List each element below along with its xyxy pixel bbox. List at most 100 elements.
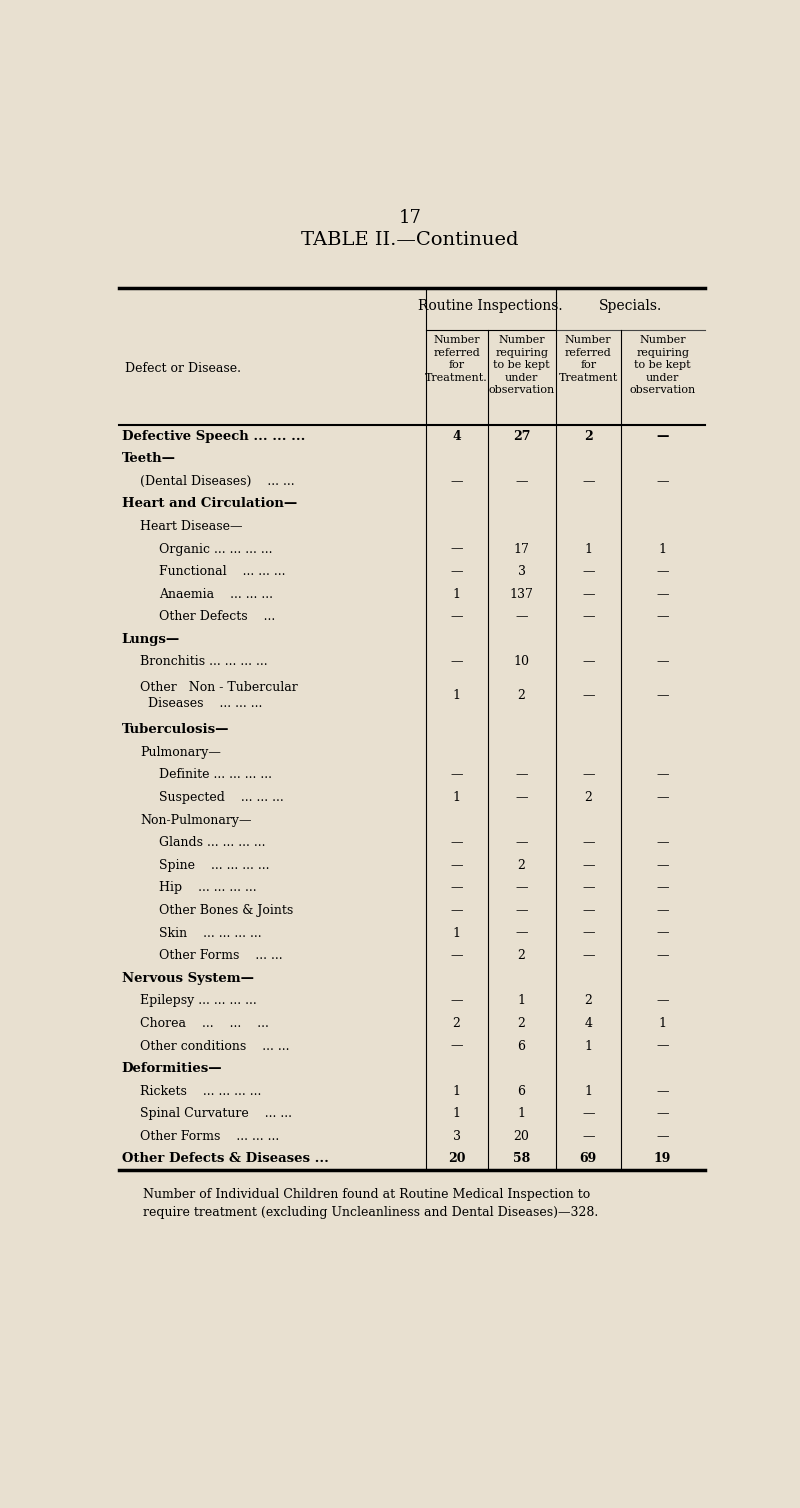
- Text: —: —: [582, 858, 594, 872]
- Text: —: —: [656, 1129, 669, 1143]
- Text: —: —: [450, 949, 462, 962]
- Text: TABLE II.—Continued: TABLE II.—Continued: [302, 231, 518, 249]
- Text: —: —: [515, 475, 528, 487]
- Text: 19: 19: [654, 1152, 671, 1166]
- Text: —: —: [450, 837, 462, 849]
- Text: 1: 1: [518, 1107, 526, 1120]
- Text: —: —: [656, 1039, 669, 1053]
- Text: Other Defects    ...: Other Defects ...: [159, 611, 275, 623]
- Text: 137: 137: [510, 588, 534, 600]
- Text: Lungs—: Lungs—: [122, 633, 180, 645]
- Text: —: —: [656, 994, 669, 1007]
- Text: Number of Individual Children found at Routine Medical Inspection to
require tre: Number of Individual Children found at R…: [143, 1188, 598, 1218]
- Text: Organic ... ... ... ...: Organic ... ... ... ...: [159, 543, 272, 555]
- Text: —: —: [450, 656, 462, 668]
- Text: —: —: [656, 1107, 669, 1120]
- Text: 1: 1: [584, 1084, 592, 1098]
- Text: —: —: [582, 881, 594, 894]
- Text: —: —: [582, 769, 594, 781]
- Text: Number
referred
for
Treatment: Number referred for Treatment: [558, 335, 618, 383]
- Text: Anaemia    ... ... ...: Anaemia ... ... ...: [159, 588, 273, 600]
- Text: 2: 2: [518, 949, 526, 962]
- Text: Hip    ... ... ... ...: Hip ... ... ... ...: [159, 881, 257, 894]
- Text: —: —: [515, 881, 528, 894]
- Text: —: —: [656, 566, 669, 578]
- Text: 6: 6: [518, 1084, 526, 1098]
- Text: —: —: [656, 588, 669, 600]
- Text: —: —: [515, 611, 528, 623]
- Text: —: —: [515, 769, 528, 781]
- Text: —: —: [582, 656, 594, 668]
- Text: 6: 6: [518, 1039, 526, 1053]
- Text: 17: 17: [514, 543, 530, 555]
- Text: 3: 3: [518, 566, 526, 578]
- Text: 2: 2: [584, 994, 592, 1007]
- Text: 2: 2: [453, 1016, 461, 1030]
- Text: 2: 2: [518, 858, 526, 872]
- Text: —: —: [657, 430, 669, 443]
- Text: 10: 10: [514, 656, 530, 668]
- Text: —: —: [450, 858, 462, 872]
- Text: —: —: [582, 588, 594, 600]
- Text: —: —: [582, 1129, 594, 1143]
- Text: 1: 1: [453, 926, 461, 939]
- Text: Number
requiring
to be kept
under
observation: Number requiring to be kept under observ…: [489, 335, 554, 395]
- Text: Bronchitis ... ... ... ...: Bronchitis ... ... ... ...: [140, 656, 268, 668]
- Text: Epilepsy ... ... ... ...: Epilepsy ... ... ... ...: [140, 994, 257, 1007]
- Text: 1: 1: [453, 1084, 461, 1098]
- Text: Non-Pulmonary—: Non-Pulmonary—: [140, 814, 252, 826]
- Text: Heart and Circulation—: Heart and Circulation—: [122, 498, 297, 510]
- Text: 4: 4: [584, 1016, 592, 1030]
- Text: Heart Disease—: Heart Disease—: [140, 520, 243, 532]
- Text: Teeth—: Teeth—: [122, 452, 176, 464]
- Text: (Dental Diseases)    ... ...: (Dental Diseases) ... ...: [140, 475, 295, 487]
- Text: —: —: [450, 994, 462, 1007]
- Text: —: —: [582, 475, 594, 487]
- Text: Nervous System—: Nervous System—: [122, 971, 254, 985]
- Text: Glands ... ... ... ...: Glands ... ... ... ...: [159, 837, 266, 849]
- Text: 69: 69: [580, 1152, 597, 1166]
- Text: —: —: [515, 837, 528, 849]
- Text: Other   Non - Tubercular
  Diseases    ... ... ...: Other Non - Tubercular Diseases ... ... …: [140, 682, 298, 710]
- Text: Other conditions    ... ...: Other conditions ... ...: [140, 1039, 290, 1053]
- Text: 1: 1: [658, 543, 666, 555]
- Text: 1: 1: [518, 994, 526, 1007]
- Text: 17: 17: [398, 208, 422, 226]
- Text: —: —: [656, 769, 669, 781]
- Text: —: —: [582, 837, 594, 849]
- Text: 27: 27: [513, 430, 530, 443]
- Text: Number
requiring
to be kept
under
observation: Number requiring to be kept under observ…: [630, 335, 696, 395]
- Text: 2: 2: [518, 1016, 526, 1030]
- Text: —: —: [656, 858, 669, 872]
- Text: Chorea    ...    ...    ...: Chorea ... ... ...: [140, 1016, 269, 1030]
- Text: Spinal Curvature    ... ...: Spinal Curvature ... ...: [140, 1107, 292, 1120]
- Text: Deformities—: Deformities—: [122, 1062, 222, 1075]
- Text: —: —: [450, 611, 462, 623]
- Text: —: —: [582, 689, 594, 703]
- Text: —: —: [656, 837, 669, 849]
- Text: 1: 1: [584, 1039, 592, 1053]
- Text: —: —: [582, 926, 594, 939]
- Text: Skin    ... ... ... ...: Skin ... ... ... ...: [159, 926, 262, 939]
- Text: —: —: [656, 656, 669, 668]
- Text: —: —: [450, 1039, 462, 1053]
- Text: Routine Inspections.: Routine Inspections.: [418, 300, 563, 314]
- Text: 1: 1: [453, 1107, 461, 1120]
- Text: Number
referred
for
Treatment.: Number referred for Treatment.: [425, 335, 488, 383]
- Text: Specials.: Specials.: [598, 300, 662, 314]
- Text: —: —: [656, 1084, 669, 1098]
- Text: 3: 3: [453, 1129, 461, 1143]
- Text: —: —: [450, 543, 462, 555]
- Text: —: —: [656, 903, 669, 917]
- Text: Other Forms    ... ...: Other Forms ... ...: [159, 949, 282, 962]
- Text: —: —: [582, 566, 594, 578]
- Text: —: —: [582, 949, 594, 962]
- Text: —: —: [515, 792, 528, 804]
- Text: Other Defects & Diseases ...: Other Defects & Diseases ...: [122, 1152, 329, 1166]
- Text: —: —: [450, 881, 462, 894]
- Text: Functional    ... ... ...: Functional ... ... ...: [159, 566, 286, 578]
- Text: —: —: [656, 611, 669, 623]
- Text: —: —: [515, 903, 528, 917]
- Text: —: —: [450, 475, 462, 487]
- Text: Other Bones & Joints: Other Bones & Joints: [159, 903, 293, 917]
